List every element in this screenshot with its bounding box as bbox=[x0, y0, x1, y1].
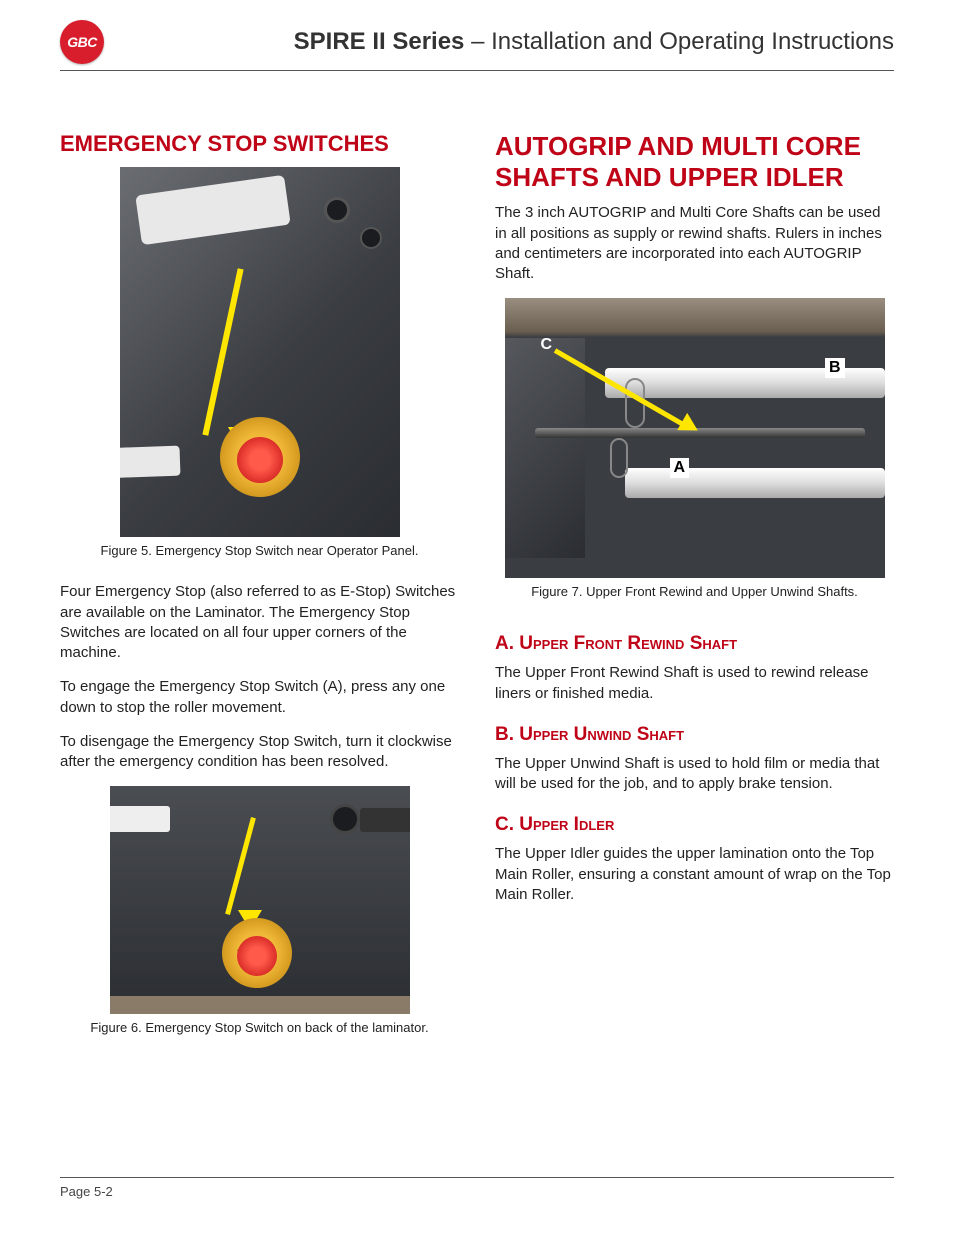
section-a-body: The Upper Front Rewind Shaft is used to … bbox=[495, 663, 894, 704]
figure-5: EMERGENCY Figure 5. Emergency Stop Switc… bbox=[60, 167, 459, 572]
content-columns: Emergency Stop Switches EMERGENCY Figure… bbox=[60, 131, 894, 1059]
figure-7-label-b: B bbox=[825, 358, 845, 378]
section-b-heading: B. Upper Unwind Shaft bbox=[495, 724, 894, 746]
roller-icon bbox=[120, 446, 180, 479]
right-column: AUTOGRIP and Multi Core Shafts and Upper… bbox=[495, 131, 894, 1059]
header-title-light: Installation and Operating Instructions bbox=[491, 28, 894, 55]
header-title-sep: – bbox=[464, 28, 491, 55]
figure-5-caption: Figure 5. Emergency Stop Switch near Ope… bbox=[101, 543, 419, 558]
callout-arrow-icon bbox=[202, 269, 243, 437]
figure-6-photo: EMERGENCY bbox=[110, 786, 410, 1014]
figure-6: EMERGENCY Figure 6. Emergency Stop Switc… bbox=[60, 786, 459, 1049]
figure-6-caption: Figure 6. Emergency Stop Switch on back … bbox=[90, 1020, 428, 1035]
figure-7-caption: Figure 7. Upper Front Rewind and Upper U… bbox=[531, 584, 858, 599]
left-column: Emergency Stop Switches EMERGENCY Figure… bbox=[60, 131, 459, 1059]
panel-knob-icon bbox=[324, 197, 350, 223]
figure-7-label-a: A bbox=[670, 458, 690, 478]
page: GBC SPIRE II Series – Installation and O… bbox=[0, 0, 954, 1235]
idler-rod-icon bbox=[535, 428, 865, 438]
estop-button-icon bbox=[237, 936, 277, 976]
emergency-stop-heading: Emergency Stop Switches bbox=[60, 131, 459, 157]
estop-paragraph-2: To engage the Emergency Stop Switch (A),… bbox=[60, 677, 459, 718]
autogrip-heading: AUTOGRIP and Multi Core Shafts and Upper… bbox=[495, 131, 894, 193]
page-footer: Page 5-2 bbox=[60, 1177, 894, 1199]
roller-icon bbox=[360, 808, 410, 832]
header-title-bold: SPIRE II Series bbox=[294, 28, 465, 55]
section-c-heading: C. Upper Idler bbox=[495, 814, 894, 836]
upper-front-rewind-shaft-icon bbox=[625, 468, 885, 498]
figure-5-photo: EMERGENCY bbox=[120, 167, 400, 537]
callout-arrow-icon bbox=[225, 817, 256, 915]
machine-side-icon bbox=[505, 338, 585, 558]
estop-button-icon bbox=[237, 437, 283, 483]
figure-7: C B A Figure 7. Upper Front Rewind and U… bbox=[495, 298, 894, 613]
panel-knob-icon bbox=[360, 227, 382, 249]
estop-paragraph-1: Four Emergency Stop (also referred to as… bbox=[60, 582, 459, 663]
section-a-heading: A. Upper Front Rewind Shaft bbox=[495, 633, 894, 655]
page-header: GBC SPIRE II Series – Installation and O… bbox=[60, 20, 894, 71]
page-number: Page 5-2 bbox=[60, 1184, 113, 1199]
figure-7-photo: C B A bbox=[505, 298, 885, 578]
figure-7-label-c: C bbox=[541, 336, 553, 354]
ground-icon bbox=[110, 996, 410, 1014]
estop-paragraph-3: To disengage the Emergency Stop Switch, … bbox=[60, 732, 459, 773]
roller-icon bbox=[110, 806, 170, 832]
autogrip-intro: The 3 inch AUTOGRIP and Multi Core Shaft… bbox=[495, 203, 894, 284]
section-c-body: The Upper Idler guides the upper laminat… bbox=[495, 844, 894, 905]
header-title: SPIRE II Series – Installation and Opera… bbox=[294, 28, 894, 56]
section-b-body: The Upper Unwind Shaft is used to hold f… bbox=[495, 754, 894, 795]
gbc-logo: GBC bbox=[60, 20, 104, 64]
side-knob-icon bbox=[330, 804, 360, 834]
operator-panel bbox=[135, 175, 290, 245]
chain-icon bbox=[610, 438, 628, 478]
